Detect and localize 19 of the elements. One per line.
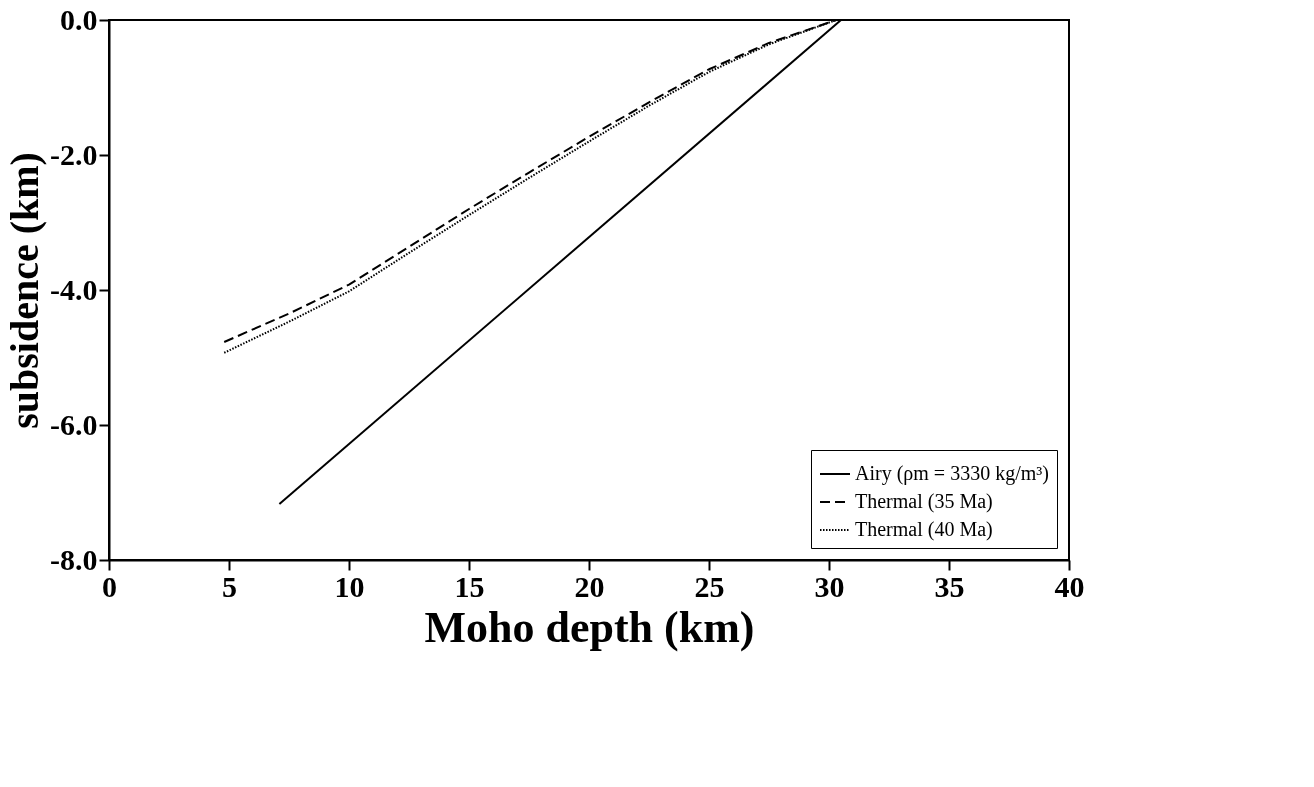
x-tick-label: 25 (694, 569, 725, 603)
y-tick-label: -4.0 (50, 272, 98, 306)
legend-label: Thermal (40 Ma) (855, 518, 993, 541)
x-tick-label: 0 (102, 569, 117, 603)
y-tick-label: -6.0 (50, 407, 98, 441)
y-tick-label: 0.0 (60, 2, 98, 36)
y-tick-label: -8.0 (50, 542, 98, 576)
x-tick-label: 20 (574, 569, 605, 603)
x-tick-label: 30 (814, 569, 845, 603)
legend-label: Thermal (35 Ma) (855, 490, 993, 513)
y-tick-label: -2.0 (50, 137, 98, 171)
x-tick-label: 15 (454, 569, 485, 603)
x-axis-title: Moho depth (km) (424, 602, 755, 652)
x-tick-label: 40 (1054, 569, 1085, 603)
x-tick-label: 35 (934, 569, 965, 603)
legend-label: Airy (ρm = 3330 kg/m³) (855, 462, 1049, 485)
x-tick-label: 10 (334, 569, 365, 603)
x-tick-label: 5 (222, 569, 237, 603)
y-axis-title: subsidence (km) (2, 152, 48, 429)
